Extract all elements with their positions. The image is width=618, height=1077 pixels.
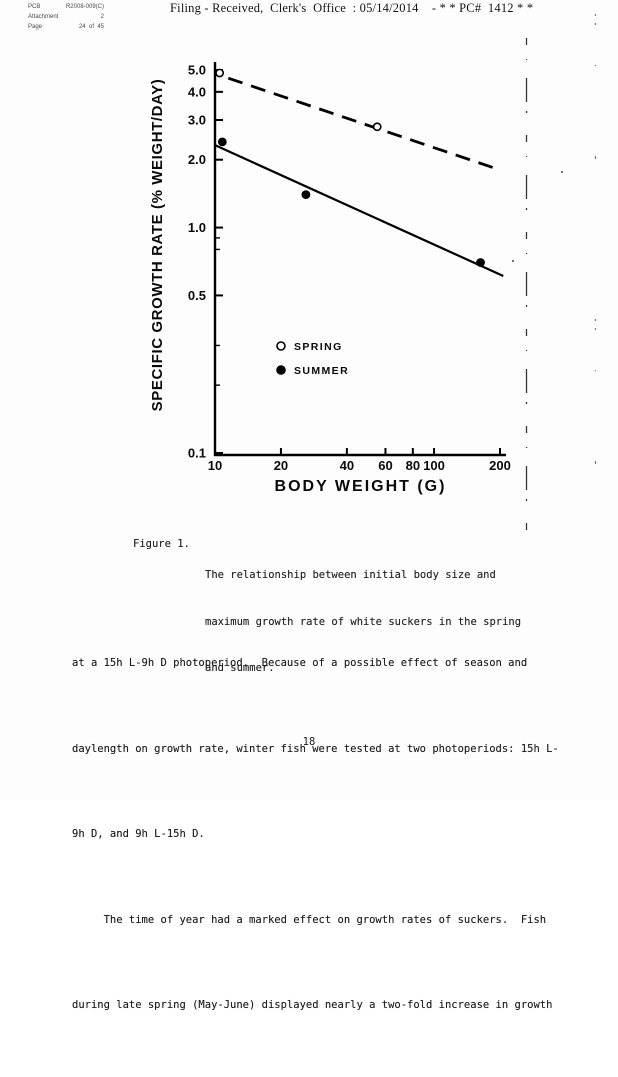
scan-noise-dot <box>512 260 514 262</box>
stamp-row-page: Page 24 of 45 <box>28 22 104 32</box>
stamp-case-number: R2008-009(C) <box>65 4 104 10</box>
stamp-attachment-label: Attachment <box>28 14 59 20</box>
x-axis-title: BODY WEIGHT (G) <box>275 478 447 495</box>
scanned-page: PCB R2008-009(C) Attachment 2 Page 24 of… <box>28 1 597 1011</box>
legend-label-summer: SUMMER <box>294 365 349 377</box>
legend-marker-summer <box>276 365 286 375</box>
caption-line: The relationship between initial body si… <box>205 569 496 581</box>
scan-noise-dot <box>561 171 563 173</box>
x-tick-label: 200 <box>489 458 511 473</box>
summer-trend-line <box>214 144 504 277</box>
x-tick-label: 100 <box>423 458 445 473</box>
body-text-line: during late spring (May-June) displayed … <box>72 999 553 1011</box>
caption-line: maximum growth rate of white suckers in … <box>205 615 522 628</box>
stamp-row-attachment: Attachment 2 <box>28 12 104 22</box>
body-text-line: daylength on growth rate, winter fish we… <box>72 742 559 755</box>
x-tick-label: 40 <box>340 458 354 473</box>
y-tick-label: 0.1 <box>188 446 206 461</box>
spring-data-point <box>215 68 225 78</box>
summer-data-point <box>217 137 227 147</box>
y-tick-label: 2.0 <box>188 152 206 167</box>
y-tick-label: 3.0 <box>188 113 206 128</box>
stamp-page-label: Page <box>28 24 43 30</box>
page-number: 18 <box>302 736 316 748</box>
figure-caption: Figure 1. The relationship between initi… <box>133 537 521 708</box>
body-text: at a 15h L-9h D photoperiod. Because of … <box>72 592 592 1077</box>
y-tick-label: 5.0 <box>188 63 206 78</box>
filing-stamp: PCB R2008-009(C) Attachment 2 Page 24 of… <box>28 2 104 32</box>
stamp-case-label: PCB <box>28 4 41 10</box>
y-tick-label: 0.5 <box>188 288 206 303</box>
legend-marker-spring <box>276 341 286 351</box>
stamp-attachment-number: 2 <box>100 14 104 20</box>
body-text-line: at a 15h L-9h D photoperiod. Because of … <box>72 657 528 669</box>
summer-data-point <box>476 258 485 267</box>
caption-line: and summer. <box>205 662 275 674</box>
y-tick-label: 4.0 <box>188 84 206 99</box>
stamp-row-case: PCB R2008-009(C) <box>28 2 104 12</box>
summer-data-point <box>301 190 311 200</box>
spring-trend-line <box>227 76 498 171</box>
spring-data-point <box>372 122 382 132</box>
figure-caption-label: Figure 1. <box>133 538 190 550</box>
figure-1-chart: 5.0 4.0 3.0 2.0 1.0 0.5 0.110 20 40 60 80 100 200 SPR… <box>149 14 597 540</box>
x-tick-label: 10 <box>208 458 222 473</box>
y-axis-title: SPECIFIC GROWTH RATE (% WEIGHT/DAY) <box>149 79 166 412</box>
figure-caption-text: The relationship between initial body si… <box>205 537 521 708</box>
legend-label-spring: SPRING <box>294 341 343 353</box>
clerk-filing-header: Filing - Received, Clerk's Office : 05/1… <box>170 1 534 15</box>
y-tick-label: 1.0 <box>188 220 206 235</box>
x-tick-label: 20 <box>274 458 288 473</box>
stamp-page-count: 24 of 45 <box>78 24 104 30</box>
x-tick-label: 80 <box>406 458 420 473</box>
x-tick-label: 60 <box>378 458 392 473</box>
body-text-line: The time of year had a marked effect on … <box>72 913 547 926</box>
body-text-line: 9h D, and 9h L-15h D. <box>72 828 205 840</box>
